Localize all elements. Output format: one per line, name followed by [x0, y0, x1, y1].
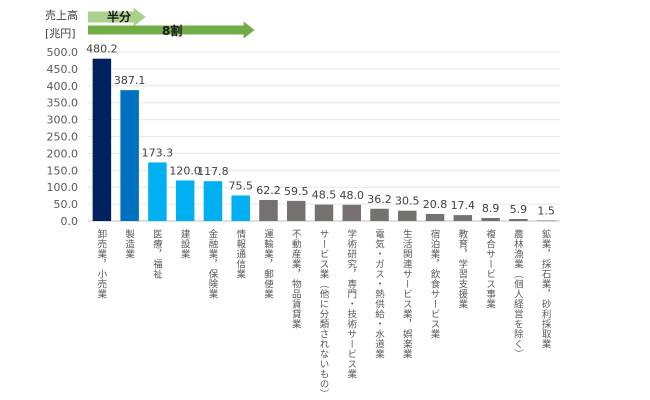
x-tick-label: 農林漁業（個人経営を除く）	[511, 229, 523, 359]
x-tick-label: 宿泊業，飲食サービス業	[428, 229, 440, 339]
data-label: 5.9	[510, 203, 528, 216]
bar	[536, 220, 556, 222]
bar	[370, 208, 389, 221]
annotation-arrow	[88, 7, 146, 27]
bar	[509, 219, 528, 221]
data-label: 30.5	[395, 195, 420, 208]
y-tick-label: 450.0	[47, 63, 79, 76]
bar	[453, 215, 473, 221]
data-label: 8.9	[482, 202, 500, 215]
bar	[398, 210, 417, 221]
x-tick-label: 教育，学習支援業	[456, 229, 468, 309]
data-label: 117.8	[197, 165, 229, 178]
x-tick-label: 卸売業，小売業	[95, 229, 107, 299]
x-tick-label: 情報通信業	[234, 229, 246, 279]
bars	[92, 58, 556, 222]
annotation-arrow	[88, 21, 255, 39]
data-label: 387.1	[114, 74, 146, 87]
y-tick-label: 500.0	[47, 46, 79, 59]
y-tick-label: 150.0	[47, 164, 79, 177]
bar	[342, 204, 362, 221]
x-tick-label: 鉱業，採石業，砂利採取業	[539, 229, 551, 349]
bar	[259, 199, 278, 221]
bar	[231, 195, 250, 221]
data-label: 59.5	[284, 185, 309, 198]
bar	[286, 200, 306, 221]
bar	[175, 180, 195, 221]
x-tick-label: 医療，福祉	[150, 229, 162, 279]
y-tick-label: 50.0	[54, 198, 79, 211]
x-tick-label: 学術研究，専門・技術サービス業	[345, 229, 357, 379]
x-tick-label: 運輸業，郵便業	[261, 229, 273, 299]
x-tick-label: 電気・ガス・熱供給・水道業	[373, 229, 385, 359]
annotation-label: 半分	[107, 9, 131, 24]
y-axis-label-line2: [兆円]	[45, 27, 76, 40]
x-tick-label: 金融業，保険業	[206, 229, 218, 299]
y-axis-ticks: 0.0 50.0 100.0 150.0 200.0 250.0 300.0 350.0 400…	[47, 46, 79, 228]
bar	[148, 162, 167, 221]
x-tick-label: 製造業	[123, 229, 135, 259]
data-label: 20.8	[423, 198, 448, 211]
data-label: 480.2	[86, 43, 118, 56]
data-label: 75.5	[228, 179, 253, 192]
annotation-label: 8割	[162, 23, 182, 38]
data-label: 173.3	[142, 146, 174, 159]
x-tick-label: 複合サービス事業	[484, 229, 496, 309]
x-tick-label: サービス業（他に分類されないもの）	[317, 229, 329, 399]
bar	[92, 58, 112, 221]
y-tick-label: 200.0	[47, 147, 79, 160]
data-label: 1.5	[537, 204, 555, 217]
y-tick-label: 100.0	[47, 181, 79, 194]
bar	[120, 90, 139, 221]
bar	[425, 213, 445, 221]
gridlines	[88, 51, 560, 222]
y-tick-label: 400.0	[47, 80, 79, 93]
data-label: 120.0	[169, 164, 201, 177]
data-label: 48.5	[312, 189, 337, 202]
data-label: 17.4	[451, 199, 476, 212]
data-label: 36.2	[367, 193, 392, 206]
data-label: 48.0	[340, 189, 365, 202]
y-tick-label: 250.0	[47, 131, 79, 144]
data-label: 62.2	[256, 184, 281, 197]
bar	[203, 181, 223, 221]
bar	[481, 217, 500, 221]
y-tick-label: 350.0	[47, 97, 79, 110]
annotation-arrows: 半分 8割	[88, 7, 255, 39]
y-tick-label: 0.0	[61, 215, 79, 228]
x-tick-label: 建設業	[178, 229, 190, 259]
y-axis-label-line1: 売上高	[45, 8, 78, 22]
bar	[314, 204, 334, 221]
x-tick-label: 不動産業，物品賃貸業	[289, 229, 301, 329]
x-tick-label: 生活関連サービス業，娯楽業	[400, 229, 412, 359]
y-tick-label: 300.0	[47, 114, 79, 127]
